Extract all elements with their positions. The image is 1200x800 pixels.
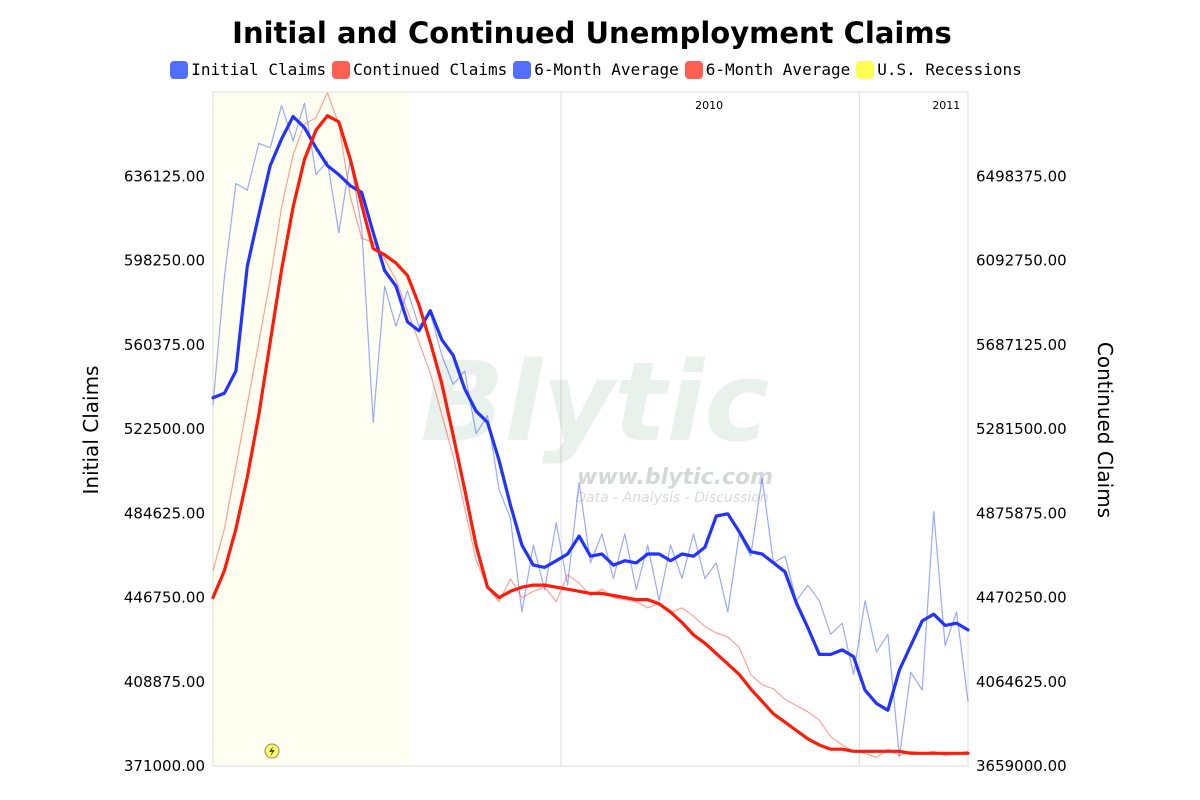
left-tick-label: 484625.00 (124, 504, 205, 522)
legend-item-continued-claims[interactable]: Continued Claims (332, 60, 507, 79)
initial-claims-line[interactable] (212, 102, 969, 758)
watermark-logo: Blytic (421, 338, 770, 466)
right-tick-label: 6092750.00 (976, 252, 1067, 270)
left-axis-title: Initial Claims (79, 366, 103, 495)
right-tick-label: 4470250.00 (976, 589, 1067, 607)
legend-label-continued-claims: Continued Claims (353, 60, 508, 79)
initial-6-month-average-line[interactable] (211, 114, 970, 712)
recession-layer (213, 92, 410, 766)
continued-6-month-average-line[interactable] (211, 114, 970, 755)
x-axis-labels: 2010 2011 (695, 99, 960, 112)
legend-swatch-continued-claims (332, 60, 351, 79)
series-layer (211, 92, 970, 759)
legend-swatch-initial-6-month-average (513, 60, 532, 79)
legend-label-continued-6-month-average: 6-Month Average (705, 60, 851, 79)
right-axis-ticks: 3659000.00 4064625.00 4470250.00 4875875.00… (976, 167, 1067, 775)
watermark-tagline: Data - Analysis - Discussion (575, 490, 768, 506)
legend-swatch-initial-claims (170, 60, 189, 79)
left-axis-ticks: 371000.00 408875.00 446750.00 484625.00 5225… (124, 167, 205, 775)
legend-label-us-recessions: U.S. Recessions (877, 60, 1022, 79)
year-label: 2010 (695, 99, 723, 112)
right-tick-label: 3659000.00 (976, 757, 1067, 775)
chart-title: Initial and Continued Unemployment Claim… (232, 16, 952, 50)
plot-area (212, 91, 969, 767)
legend-swatch-us-recessions (856, 60, 875, 79)
legend-label-initial-claims: Initial Claims (191, 60, 327, 79)
grid-layer (560, 92, 860, 766)
right-axis-title: Continued Claims (1093, 342, 1117, 518)
left-tick-label: 598250.00 (124, 252, 205, 270)
legend-item-initial-6-month-average[interactable]: 6-Month Average (513, 60, 679, 79)
right-tick-label: 5687125.00 (976, 336, 1067, 354)
right-tick-label: 4875875.00 (976, 504, 1067, 522)
left-tick-label: 522500.00 (124, 420, 205, 438)
right-tick-label: 5281500.00 (976, 420, 1067, 438)
legend-swatch-continued-6-month-average (684, 60, 703, 79)
left-tick-label: 636125.00 (124, 167, 205, 185)
legend-item-continued-6-month-average[interactable]: 6-Month Average (684, 60, 851, 79)
right-tick-label: 6498375.00 (976, 167, 1067, 185)
legend-item-initial-claims[interactable]: Initial Claims (170, 60, 326, 79)
watermark-url: www.blytic.com (577, 465, 773, 490)
watermark: Blytic www.blytic.com Data - Analysis - … (421, 338, 773, 506)
right-tick-label: 4064625.00 (976, 673, 1067, 691)
year-label: 2011 (932, 99, 960, 112)
legend-label-initial-6-month-average: 6-Month Average (534, 60, 679, 79)
recession-band (213, 92, 410, 766)
legend-item-us-recessions[interactable]: U.S. Recessions (856, 60, 1022, 79)
lightning-marker-icon[interactable] (264, 743, 280, 759)
left-tick-label: 446750.00 (124, 589, 205, 607)
left-tick-label: 371000.00 (124, 757, 205, 775)
legend: Initial Claims Continued Claims 6-Month … (0, 60, 1192, 79)
left-tick-label: 560375.00 (124, 336, 205, 354)
left-tick-label: 408875.00 (124, 673, 205, 691)
